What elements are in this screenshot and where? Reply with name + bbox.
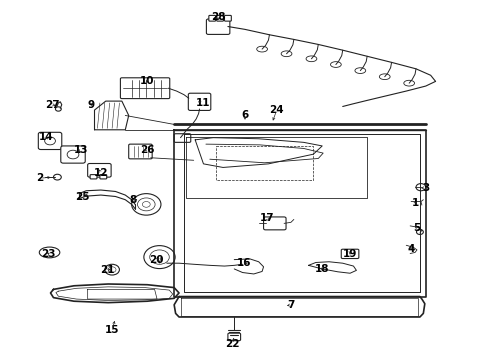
Ellipse shape [379,74,390,80]
Text: 25: 25 [75,192,90,202]
Text: 5: 5 [414,223,420,233]
FancyBboxPatch shape [129,144,152,159]
Circle shape [108,267,116,273]
Text: 26: 26 [140,144,154,154]
Text: 4: 4 [408,244,415,254]
Circle shape [53,174,61,180]
Text: 7: 7 [288,300,295,310]
Circle shape [143,202,150,207]
FancyBboxPatch shape [188,93,211,111]
Text: 16: 16 [237,258,251,268]
Text: 14: 14 [38,132,53,142]
Circle shape [138,198,155,211]
FancyBboxPatch shape [228,333,241,341]
Circle shape [55,107,61,111]
Circle shape [45,137,55,145]
FancyBboxPatch shape [217,15,223,21]
Circle shape [144,246,175,269]
FancyBboxPatch shape [88,163,111,177]
Ellipse shape [331,62,341,67]
FancyBboxPatch shape [121,78,170,99]
FancyBboxPatch shape [264,217,286,230]
Ellipse shape [39,247,60,258]
Text: 10: 10 [140,76,154,86]
Ellipse shape [404,80,415,86]
Text: 12: 12 [94,168,108,178]
Circle shape [150,250,169,264]
FancyBboxPatch shape [209,15,216,21]
Text: 18: 18 [315,264,329,274]
Text: 6: 6 [242,111,248,121]
FancyBboxPatch shape [206,19,230,35]
Text: 11: 11 [196,98,211,108]
Circle shape [67,150,79,159]
Text: 3: 3 [422,183,429,193]
FancyBboxPatch shape [38,132,62,149]
FancyBboxPatch shape [174,134,191,142]
Text: 22: 22 [225,339,240,349]
Ellipse shape [355,68,366,73]
Ellipse shape [257,46,268,52]
Circle shape [132,194,161,215]
Text: 1: 1 [412,198,418,208]
FancyBboxPatch shape [61,146,85,163]
Circle shape [416,184,426,191]
Text: 13: 13 [74,144,89,154]
Ellipse shape [281,51,292,57]
Text: 19: 19 [343,248,357,258]
Circle shape [105,264,120,275]
Text: 28: 28 [211,12,225,22]
Text: 20: 20 [149,255,163,265]
Text: 24: 24 [270,105,284,115]
Text: 21: 21 [100,265,115,275]
FancyBboxPatch shape [100,175,107,179]
FancyBboxPatch shape [224,15,231,21]
Text: 23: 23 [41,248,56,258]
Text: 9: 9 [88,100,95,110]
FancyBboxPatch shape [90,175,97,179]
Ellipse shape [306,56,317,62]
Text: 17: 17 [260,213,274,223]
Text: 8: 8 [129,195,136,205]
FancyBboxPatch shape [341,249,359,258]
Text: 15: 15 [105,325,120,335]
Circle shape [416,229,423,234]
Text: 27: 27 [45,100,59,110]
Text: 2: 2 [36,173,44,183]
